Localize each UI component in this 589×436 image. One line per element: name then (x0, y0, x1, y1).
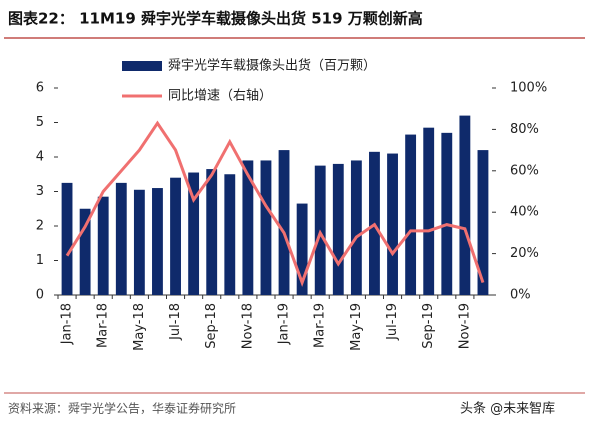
bar (206, 169, 218, 295)
x-tick-label: Jan-19 (277, 303, 292, 345)
bar (278, 150, 290, 295)
line (65, 120, 485, 287)
x-tick-label: Mar-19 (313, 303, 328, 348)
bar (152, 188, 163, 295)
bar (79, 208, 91, 295)
y2-tick-label: 60% (510, 163, 539, 178)
bar (133, 189, 145, 295)
bar (97, 196, 109, 295)
x-tick-label: Jul-19 (385, 303, 400, 341)
bar (188, 172, 200, 295)
bar (332, 163, 344, 295)
bar (115, 182, 127, 295)
bar (423, 127, 435, 295)
bar (405, 134, 417, 295)
bar (477, 150, 489, 295)
source: 资料来源：舜宇光学公告，华泰证券研究所 (8, 401, 236, 416)
bar (260, 160, 272, 295)
legend-label: 同比增速（右轴） (168, 89, 272, 104)
y2-tick-label: 20% (510, 246, 539, 261)
y-tick-label: 0 (36, 288, 44, 303)
chart-title: 图表22： 11M19 舜宇光学车载摄像头出货 519 万颗创新高 (8, 10, 423, 28)
y-tick-label: 4 (36, 150, 44, 165)
bar (61, 182, 73, 295)
y2-tick-label: 100% (510, 81, 547, 96)
bar (296, 203, 308, 295)
bar (350, 160, 362, 295)
y-tick-label: 6 (36, 81, 44, 96)
x-tick-label: Sep-18 (204, 303, 219, 349)
y-tick-label: 2 (36, 219, 44, 234)
bar (387, 153, 398, 295)
x-tick-label: May-19 (349, 303, 364, 351)
legend-label: 舜宇光学车载摄像头出货（百万颗） (168, 58, 376, 74)
y-tick-label: 5 (36, 115, 44, 130)
bar (459, 115, 471, 295)
x-tick-label: Jul-18 (168, 303, 183, 341)
bar (224, 174, 236, 295)
bar (170, 177, 181, 295)
x-tick-label: Mar-18 (96, 303, 111, 348)
x-tick-label: Sep-19 (421, 303, 436, 349)
y-tick-label: 3 (36, 184, 44, 199)
bar (242, 160, 254, 295)
y2-tick-label: 80% (510, 122, 539, 137)
x-tick-label: Nov-18 (240, 303, 255, 349)
legend-swatch (122, 61, 162, 71)
x-tick-label: Jan-18 (60, 303, 75, 345)
watermark: 头条 @未来智库 (460, 401, 555, 417)
x-tick-label: May-18 (132, 303, 147, 351)
y-tick-label: 1 (36, 253, 44, 268)
x-tick-label: Nov-19 (457, 303, 472, 349)
y2-tick-label: 0% (510, 288, 531, 303)
y2-tick-label: 40% (510, 205, 539, 220)
bar (441, 132, 453, 295)
